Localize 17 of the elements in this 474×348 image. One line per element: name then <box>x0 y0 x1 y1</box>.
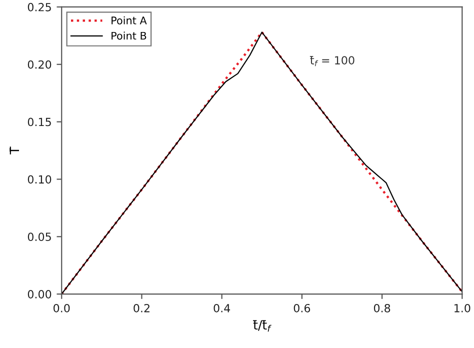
y-tick-label: 0.20 <box>28 60 52 69</box>
x-tick-label: 0.6 <box>294 304 310 312</box>
x-tick-label: 0.2 <box>134 304 150 312</box>
x-axis-title: t̄/t̄$_{f}$ <box>253 320 272 332</box>
y-tick-label: 0.15 <box>28 118 51 126</box>
x-tick-label: 1.0 <box>454 304 470 312</box>
y-axis-title: T̄ <box>10 146 20 154</box>
x-tick-label: 0.4 <box>214 304 230 312</box>
legend-label: Point A <box>112 16 147 24</box>
x-tick-label: 0.8 <box>374 304 390 312</box>
y-tick-label: 0.05 <box>28 232 51 242</box>
y-tick-label: 0.00 <box>28 290 52 298</box>
y-tick-label: 0.25 <box>28 2 51 12</box>
y-tick-label: 0.10 <box>28 175 52 184</box>
x-tick-label: 0.0 <box>54 304 70 312</box>
legend-label: Point B <box>112 32 146 40</box>
annotation: t̄$_{f}$ = 100 <box>310 56 354 66</box>
